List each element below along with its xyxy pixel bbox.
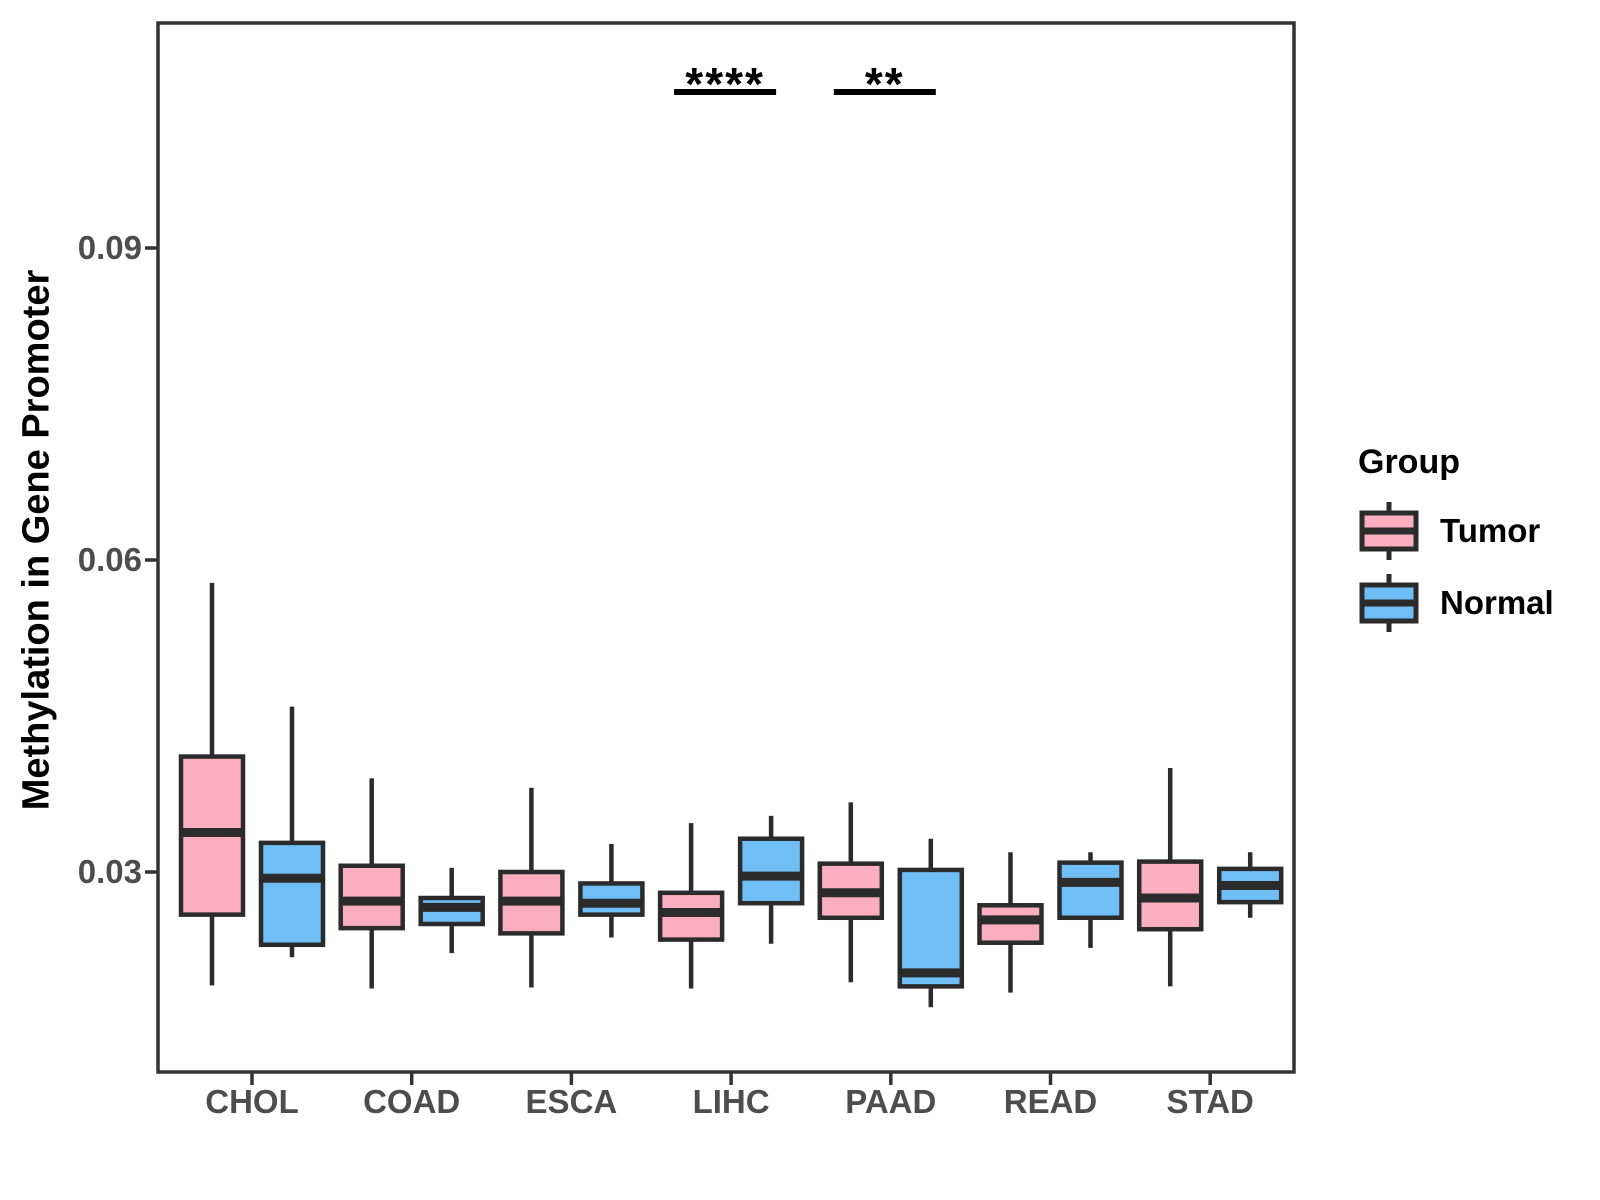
- legend-entry-tumor: Tumor: [1358, 500, 1554, 562]
- x-tick-label: LIHC: [692, 1083, 770, 1120]
- x-tick-label: PAAD: [845, 1083, 937, 1120]
- significance-label: **: [864, 58, 905, 110]
- legend-label-tumor: Tumor: [1440, 512, 1541, 549]
- legend: Group Tumor Normal: [1358, 443, 1554, 634]
- legend-label-normal: Normal: [1440, 584, 1554, 621]
- significance-label: ****: [685, 58, 765, 110]
- x-tick-label: COAD: [363, 1083, 461, 1120]
- y-tick-label: 0.06: [77, 541, 142, 578]
- y-tick-label: 0.09: [77, 229, 142, 266]
- x-tick-label: ESCA: [525, 1083, 618, 1120]
- x-tick-label: STAD: [1166, 1083, 1254, 1120]
- x-tick-label: CHOL: [205, 1083, 299, 1120]
- legend-title: Group: [1358, 443, 1460, 481]
- x-tick-label: READ: [1003, 1083, 1098, 1120]
- y-tick-label: 0.03: [77, 853, 142, 890]
- y-axis-title: Methylation in Gene Promoter: [15, 269, 58, 811]
- legend-entry-normal: Normal: [1358, 572, 1554, 634]
- boxplot-glyph-icon: [1359, 502, 1419, 560]
- boxplot-glyph-icon: [1359, 574, 1419, 632]
